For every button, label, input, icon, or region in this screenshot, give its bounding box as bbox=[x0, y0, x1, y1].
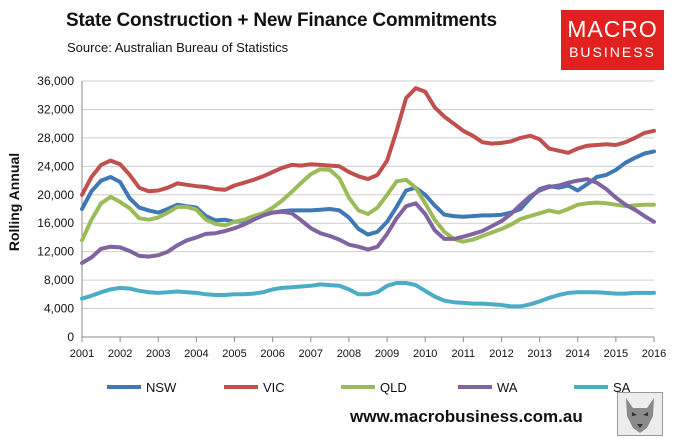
series-line-wa bbox=[80, 177, 656, 265]
x-axis: 2001 2002 2003 2004 2005 2006 2007 2008 2009 2010… bbox=[70, 81, 666, 360]
macrobusiness-logo[interactable]: MACRO BUSINESS bbox=[561, 10, 664, 70]
logo-line-2: BUSINESS bbox=[569, 44, 656, 60]
y-tick-label: 24,000 bbox=[37, 159, 74, 173]
y-tick-label: 4,000 bbox=[44, 302, 74, 316]
x-tick-label: 2009 bbox=[375, 348, 399, 360]
series-line-nsw bbox=[80, 149, 656, 237]
x-tick-label: 2014 bbox=[565, 348, 589, 360]
x-tick-label: 2007 bbox=[299, 348, 323, 360]
y-tick-label: 32,000 bbox=[37, 102, 74, 116]
logo-line-1: MACRO bbox=[567, 16, 658, 42]
y-tick-labels: 0 4,000 8,000 12,000 16,000 20,000 24,000 28,00… bbox=[37, 74, 74, 344]
x-tick-label: 2011 bbox=[452, 348, 476, 360]
y-tick-label: 12,000 bbox=[37, 245, 74, 259]
x-tick-label: 2002 bbox=[108, 348, 132, 360]
y-tick-label: 20,000 bbox=[37, 188, 74, 202]
legend: NSW VIC QLD WA SA bbox=[107, 380, 631, 395]
y-tick-label: 0 bbox=[67, 330, 74, 344]
website-link[interactable]: www.macrobusiness.com.au bbox=[350, 407, 583, 426]
x-tick-label: 2006 bbox=[260, 348, 284, 360]
wolf-head-icon bbox=[617, 392, 663, 436]
x-tick-label: 2012 bbox=[489, 348, 513, 360]
x-tick-label: 2010 bbox=[413, 348, 437, 360]
series-line-sa bbox=[80, 281, 656, 309]
series-line-qld bbox=[80, 167, 656, 244]
x-tick-label: 2015 bbox=[604, 348, 628, 360]
x-tick-label: 2001 bbox=[70, 348, 94, 360]
chart-title: State Construction + New Finance Commitm… bbox=[66, 10, 497, 31]
x-tick-label: 2005 bbox=[222, 348, 246, 360]
y-tick-label: 28,000 bbox=[37, 131, 74, 145]
legend-label-qld: QLD bbox=[380, 380, 407, 395]
y-tick-label: 36,000 bbox=[37, 74, 74, 88]
chart-subtitle: Source: Australian Bureau of Statistics bbox=[67, 40, 289, 55]
y-tick-label: 16,000 bbox=[37, 216, 74, 230]
x-tick-label: 2003 bbox=[146, 348, 170, 360]
legend-label-wa: WA bbox=[497, 380, 518, 395]
gridlines bbox=[82, 80, 654, 310]
series-line-vic bbox=[80, 86, 656, 197]
y-tick-label: 8,000 bbox=[44, 273, 74, 287]
series-lines bbox=[80, 86, 656, 309]
x-tick-label: 2013 bbox=[527, 348, 551, 360]
legend-label-vic: VIC bbox=[263, 380, 285, 395]
legend-label-sa: SA bbox=[613, 380, 631, 395]
x-tick-label: 2008 bbox=[337, 348, 361, 360]
x-tick-label: 2016 bbox=[642, 348, 666, 360]
legend-label-nsw: NSW bbox=[146, 380, 177, 395]
x-tick-label: 2004 bbox=[184, 348, 208, 360]
